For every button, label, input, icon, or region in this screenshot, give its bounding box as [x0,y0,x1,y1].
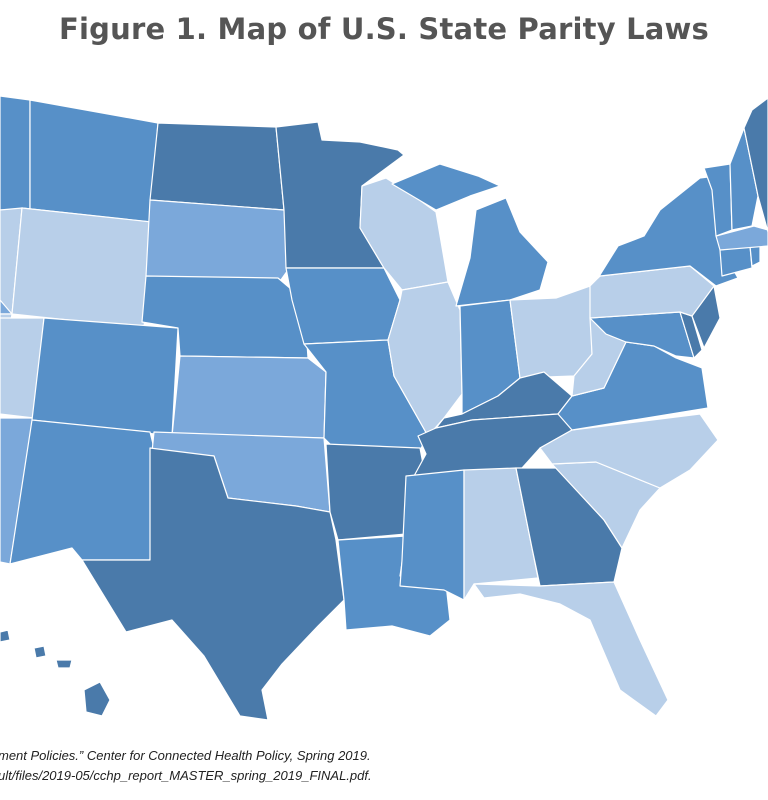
state-nc [539,413,719,489]
state-wy [11,207,153,329]
state-ma [715,225,768,251]
states-layer [0,95,768,721]
state-mt [21,99,159,223]
state-ms [399,469,465,601]
state-mi [391,163,549,307]
state-me [743,97,768,233]
state-wa [0,95,31,213]
state-co [31,317,179,437]
state-fl [473,581,669,717]
state-oh [509,285,593,379]
state-ks [171,355,327,439]
source-citation-line-2: ult/files/2019-05/cchp_report_MASTER_spr… [0,768,372,783]
state-sd [145,199,289,285]
state-nd [149,122,285,211]
state-tx [81,447,345,721]
state-mn [275,121,405,269]
state-vt [703,163,733,237]
state-al [463,467,539,601]
figure-title: Figure 1. Map of U.S. State Parity Laws [59,12,709,46]
state-ia [285,267,401,345]
state-il [387,281,463,437]
state-ct [719,245,753,277]
source-citation-line-1: ment Policies.” Center for Connected Hea… [0,748,371,763]
state-nh [729,127,759,231]
state-ak [0,629,11,643]
state-hi [33,645,111,717]
state-ri [749,245,761,267]
state-nm [9,419,155,565]
